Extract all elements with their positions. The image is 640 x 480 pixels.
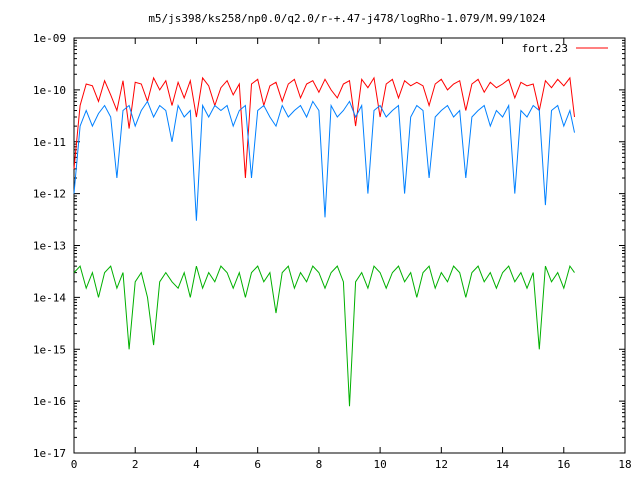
series-line-3 xyxy=(73,264,575,407)
y-tick-label: 1e-09 xyxy=(33,32,66,45)
series-line-1 xyxy=(73,76,575,179)
legend-label-fort-23: fort.23 xyxy=(522,42,568,55)
y-tick-label: 1e-16 xyxy=(33,395,66,408)
chart-legend: fort.23 xyxy=(522,42,608,55)
y-tick-label: 1e-14 xyxy=(33,291,66,304)
x-tick-label: 12 xyxy=(435,458,448,471)
plot-frame xyxy=(73,37,626,454)
y-tick-label: 1e-17 xyxy=(33,447,66,460)
x-tick-label: 2 xyxy=(132,458,139,471)
x-tick-label: 8 xyxy=(316,458,323,471)
x-tick-label: 10 xyxy=(373,458,386,471)
y-tick-label: 1e-13 xyxy=(33,240,66,253)
y-tick-label: 1e-12 xyxy=(33,188,66,201)
x-tick-label: 4 xyxy=(193,458,200,471)
y-tick-label: 1e-10 xyxy=(33,84,66,97)
x-tick-label: 18 xyxy=(618,458,631,471)
chart-series-layer xyxy=(73,76,575,407)
chart-title: m5/js398/ks258/np0.0/q2.0/r-+.47-j478/lo… xyxy=(148,12,546,25)
x-tick-label: 14 xyxy=(496,458,510,471)
chart-axes: 0 2 4 6 8 10 12 14 16 18 1e-09 1e-10 1e-11 1e-12 1e-13… xyxy=(33,32,632,471)
x-tick-label: 6 xyxy=(254,458,261,471)
series-line-2 xyxy=(73,100,575,221)
y-tick-label: 1e-15 xyxy=(33,343,66,356)
x-tick-label: 16 xyxy=(557,458,570,471)
y-tick-label: 1e-11 xyxy=(33,136,66,149)
x-tick-label: 0 xyxy=(71,458,78,471)
